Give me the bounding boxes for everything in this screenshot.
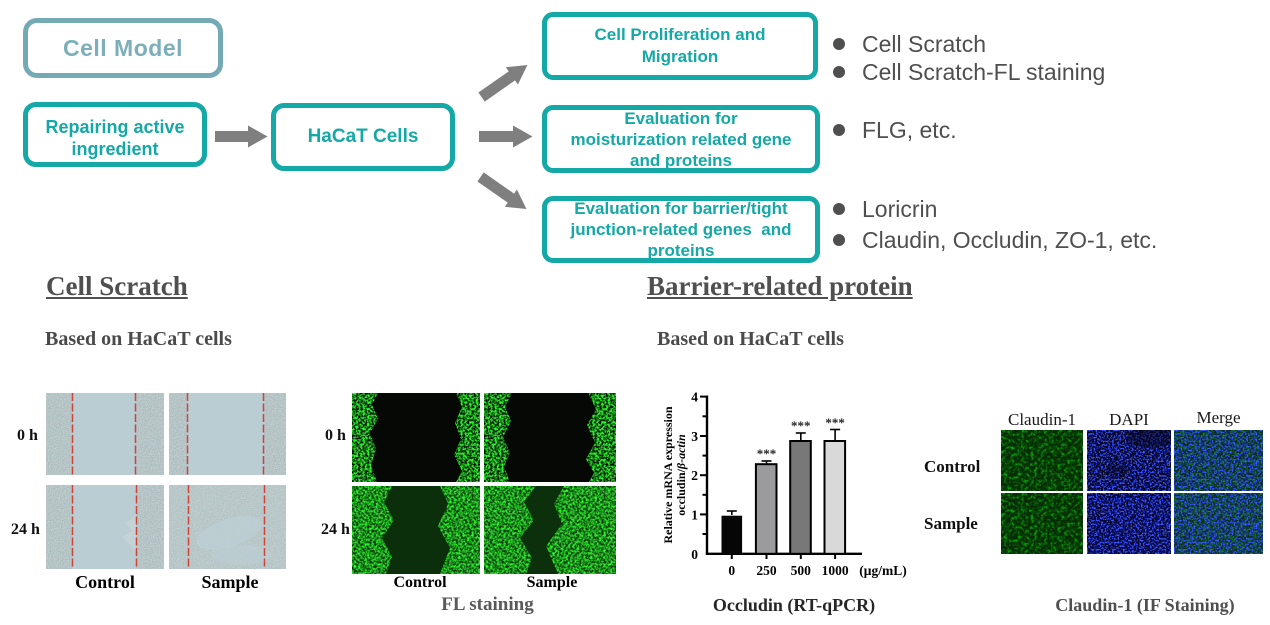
svg-text:(μg/mL): (μg/mL): [859, 563, 906, 578]
svg-text:500: 500: [791, 563, 812, 578]
svg-text:Relative mRNA expression: Relative mRNA expression: [661, 406, 675, 543]
svg-text:4: 4: [691, 390, 698, 405]
svg-text:***: ***: [791, 418, 811, 433]
svg-text:1: 1: [691, 507, 698, 522]
svg-text:***: ***: [825, 415, 845, 430]
svg-text:occludin/β-actin: occludin/β-actin: [674, 434, 688, 516]
svg-text:0: 0: [728, 563, 735, 578]
svg-text:2: 2: [691, 468, 698, 483]
svg-text:250: 250: [756, 563, 777, 578]
svg-text:***: ***: [757, 446, 777, 461]
svg-text:1000: 1000: [822, 563, 849, 578]
svg-text:0: 0: [691, 547, 698, 562]
svg-text:3: 3: [691, 429, 698, 444]
